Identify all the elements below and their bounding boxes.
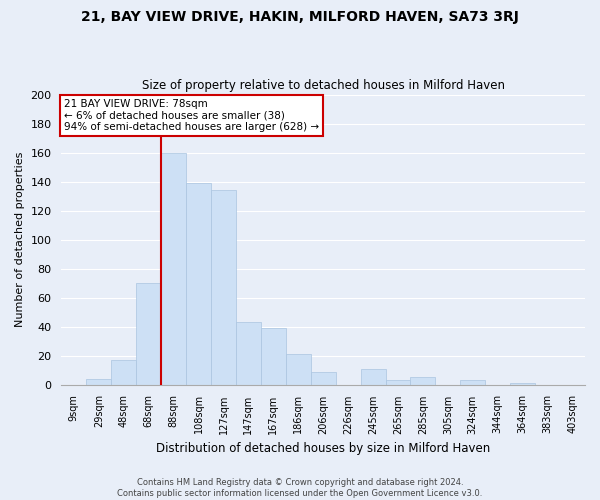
Bar xyxy=(460,380,485,384)
Text: 21, BAY VIEW DRIVE, HAKIN, MILFORD HAVEN, SA73 3RJ: 21, BAY VIEW DRIVE, HAKIN, MILFORD HAVEN… xyxy=(81,10,519,24)
Bar xyxy=(186,183,211,384)
Bar xyxy=(236,322,261,384)
Bar xyxy=(311,372,335,384)
Bar xyxy=(211,190,236,384)
Bar xyxy=(161,152,186,384)
Bar xyxy=(286,354,311,384)
Bar xyxy=(386,380,410,384)
Bar xyxy=(86,379,111,384)
Bar xyxy=(361,368,386,384)
Y-axis label: Number of detached properties: Number of detached properties xyxy=(15,152,25,327)
Bar xyxy=(410,378,436,384)
Bar xyxy=(261,328,286,384)
X-axis label: Distribution of detached houses by size in Milford Haven: Distribution of detached houses by size … xyxy=(156,442,490,455)
Text: Contains HM Land Registry data © Crown copyright and database right 2024.
Contai: Contains HM Land Registry data © Crown c… xyxy=(118,478,482,498)
Bar xyxy=(136,283,161,384)
Bar xyxy=(111,360,136,384)
Text: 21 BAY VIEW DRIVE: 78sqm
← 6% of detached houses are smaller (38)
94% of semi-de: 21 BAY VIEW DRIVE: 78sqm ← 6% of detache… xyxy=(64,99,319,132)
Bar xyxy=(510,383,535,384)
Title: Size of property relative to detached houses in Milford Haven: Size of property relative to detached ho… xyxy=(142,79,505,92)
